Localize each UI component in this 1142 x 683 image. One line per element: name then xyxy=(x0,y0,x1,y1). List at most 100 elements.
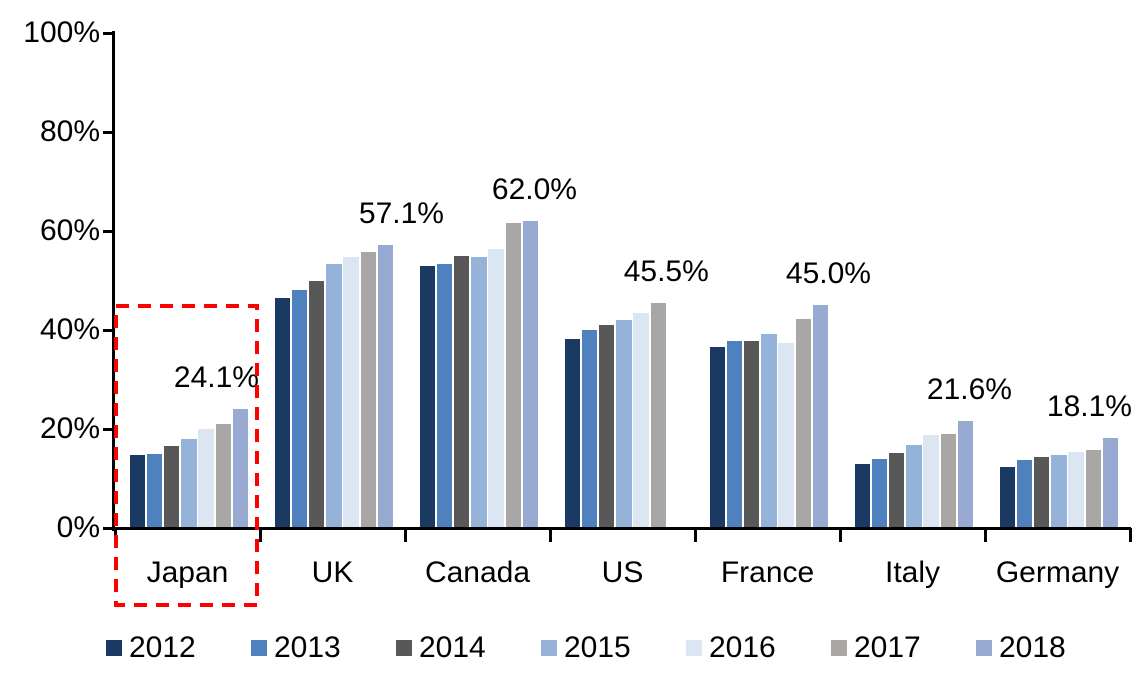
legend-item-2012: 2012 xyxy=(106,630,196,666)
bar-us-2016 xyxy=(633,312,649,528)
legend-label-2018: 2018 xyxy=(999,631,1066,664)
bar-us-2017 xyxy=(650,302,666,528)
legend-swatch-2018 xyxy=(976,640,992,656)
y-axis-tick xyxy=(103,526,115,530)
bar-italy-2018 xyxy=(957,421,974,528)
x-axis-line xyxy=(112,527,1131,530)
x-axis-tick xyxy=(838,528,842,542)
bar-canada-2015 xyxy=(471,257,487,528)
x-axis-tick xyxy=(983,528,987,542)
bar-canada-2014 xyxy=(453,255,470,529)
legend-swatch-2015 xyxy=(541,640,557,656)
bar-germany-2018 xyxy=(1102,438,1119,528)
bar-canada-2017 xyxy=(505,223,521,528)
bar-japan-2013 xyxy=(146,453,163,529)
bar-germany-2015 xyxy=(1051,455,1067,528)
legend-swatch-2012 xyxy=(106,640,122,656)
y-axis-tick-label: 20% xyxy=(39,412,100,445)
legend-item-2014: 2014 xyxy=(396,630,486,666)
bar-japan-2012 xyxy=(129,455,145,528)
y-axis-line xyxy=(112,31,115,531)
bar-canada-2016 xyxy=(488,249,504,528)
bar-uk-2018 xyxy=(377,245,394,528)
bar-uk-2015 xyxy=(326,264,342,528)
legend-label-2014: 2014 xyxy=(419,631,486,664)
data-label-france: 45.0% xyxy=(785,257,871,291)
bar-uk-2014 xyxy=(308,280,325,528)
x-axis-label-uk: UK xyxy=(311,556,354,589)
y-axis-tick xyxy=(103,130,115,134)
legend-item-2017: 2017 xyxy=(831,630,921,666)
legend-label-2015: 2015 xyxy=(564,631,631,664)
legend-item-2013: 2013 xyxy=(251,630,341,666)
bar-italy-2016 xyxy=(923,434,939,528)
data-label-canada: 62.0% xyxy=(491,173,577,207)
bar-us-2012 xyxy=(564,339,580,528)
y-axis-tick xyxy=(103,31,115,35)
bar-italy-2012 xyxy=(854,463,870,528)
bar-japan-2017 xyxy=(215,424,231,529)
bar-france-2015 xyxy=(761,333,777,528)
x-axis-tick xyxy=(693,528,697,542)
bar-italy-2015 xyxy=(906,445,922,528)
data-label-us: 45.5% xyxy=(623,254,709,288)
bar-france-2018 xyxy=(812,305,829,529)
bar-france-2016 xyxy=(778,342,794,528)
bar-uk-2017 xyxy=(360,252,376,528)
x-axis-label-france: France xyxy=(720,556,815,589)
legend-item-2016: 2016 xyxy=(686,630,776,666)
bar-canada-2018 xyxy=(522,221,539,528)
y-axis-tick xyxy=(103,229,115,233)
x-axis-label-germany: Germany xyxy=(995,556,1120,589)
x-axis-tick xyxy=(548,528,552,542)
x-axis-label-us: US xyxy=(601,556,644,589)
data-label-uk: 57.1% xyxy=(358,197,444,231)
legend-swatch-2017 xyxy=(831,640,847,656)
bar-us-2015 xyxy=(616,320,632,528)
legend-item-2018: 2018 xyxy=(976,630,1066,666)
legend-swatch-2013 xyxy=(251,640,267,656)
x-axis-tick xyxy=(258,528,262,542)
legend-swatch-2014 xyxy=(396,640,412,656)
bar-italy-2014 xyxy=(888,453,905,528)
bar-france-2013 xyxy=(726,341,743,528)
x-axis-tick xyxy=(1128,528,1132,542)
x-axis-label-canada: Canada xyxy=(424,556,531,589)
y-axis-tick-label: 40% xyxy=(39,313,100,346)
legend-label-2017: 2017 xyxy=(854,631,921,664)
legend-label-2013: 2013 xyxy=(274,631,341,664)
data-label-germany: 18.1% xyxy=(1046,390,1132,424)
bar-italy-2013 xyxy=(871,459,888,528)
bar-france-2012 xyxy=(709,347,725,528)
bar-france-2014 xyxy=(743,341,760,528)
x-axis-label-italy: Italy xyxy=(884,556,941,589)
y-axis-tick xyxy=(103,427,115,431)
x-axis-tick xyxy=(113,528,117,542)
x-axis-tick xyxy=(403,528,407,542)
y-axis-tick-label: 60% xyxy=(39,214,100,247)
data-label-italy: 21.6% xyxy=(926,373,1012,407)
bar-germany-2012 xyxy=(999,466,1015,528)
bar-japan-2014 xyxy=(163,446,180,528)
bar-germany-2013 xyxy=(1016,460,1033,528)
legend-item-2015: 2015 xyxy=(541,630,631,666)
bar-germany-2016 xyxy=(1068,452,1084,528)
y-axis-tick-label: 100% xyxy=(23,16,100,49)
bar-canada-2012 xyxy=(419,265,435,528)
bar-uk-2016 xyxy=(343,256,359,528)
y-axis-tick-label: 80% xyxy=(39,115,100,148)
bar-japan-2018 xyxy=(232,408,249,528)
bar-us-2013 xyxy=(581,330,598,528)
x-axis-label-japan: Japan xyxy=(146,556,229,589)
bar-canada-2013 xyxy=(436,263,453,528)
bar-japan-2015 xyxy=(181,439,197,528)
legend-label-2016: 2016 xyxy=(709,631,776,664)
bar-france-2017 xyxy=(795,318,811,528)
bar-italy-2017 xyxy=(940,433,956,528)
bar-germany-2017 xyxy=(1085,449,1101,528)
bar-japan-2016 xyxy=(198,429,214,528)
bar-germany-2014 xyxy=(1033,457,1050,528)
y-axis-tick-label: 0% xyxy=(56,511,100,544)
y-axis-tick xyxy=(103,328,115,332)
